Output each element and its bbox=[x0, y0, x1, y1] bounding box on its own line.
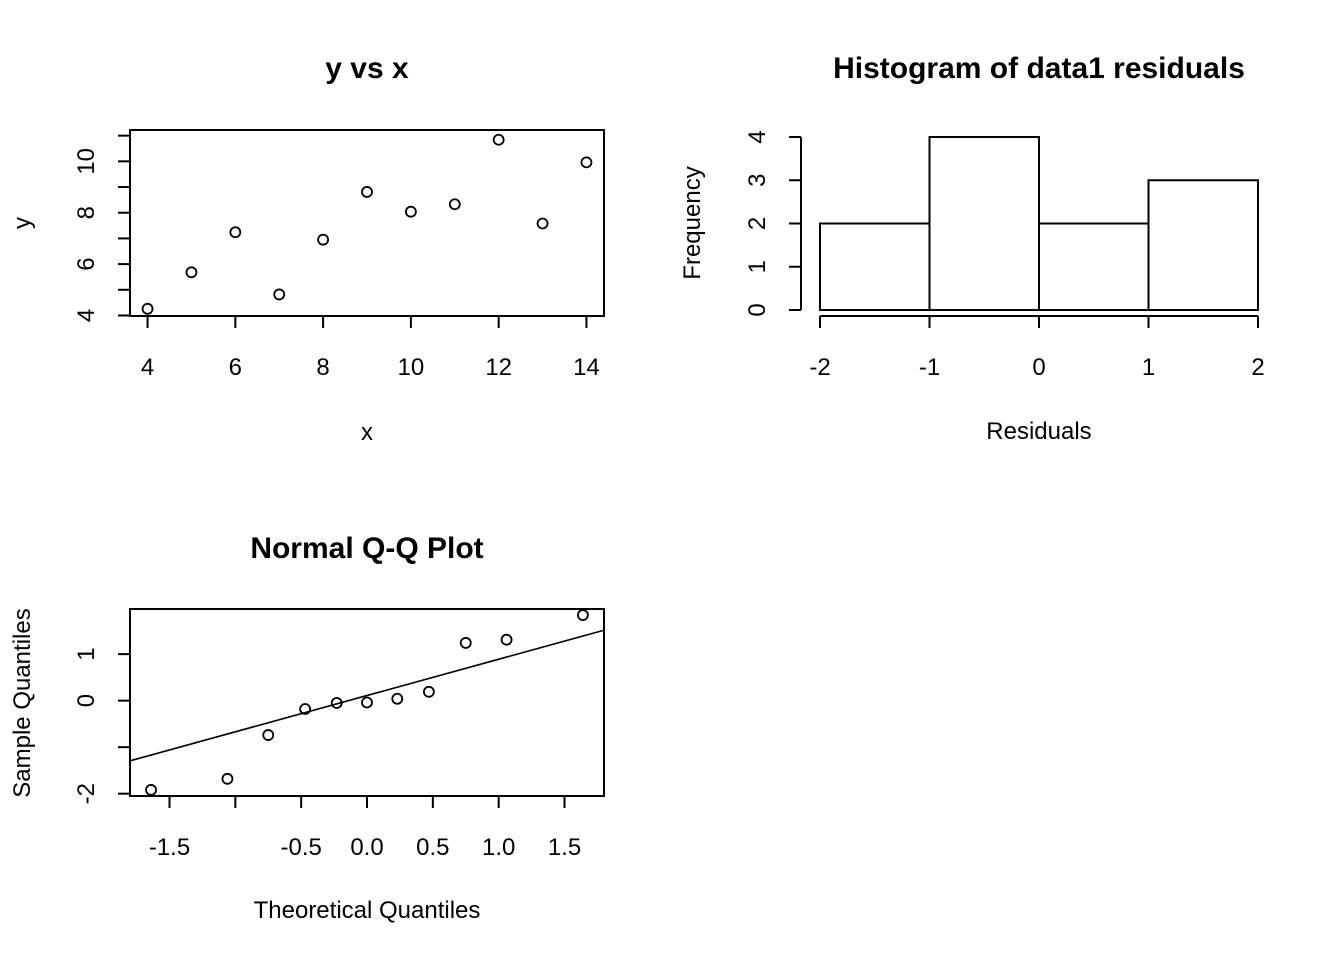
histogram-y-tick-label: 0 bbox=[744, 303, 771, 316]
histogram-y-label: Frequency bbox=[679, 166, 706, 279]
scatter-point bbox=[185, 266, 198, 279]
scatter-point bbox=[404, 205, 417, 218]
histogram-x-axis: -2 -1 0 1 2 bbox=[809, 315, 1265, 381]
histogram-y-tick-label: 3 bbox=[744, 174, 771, 187]
qq-y-tick-label: 1 bbox=[73, 647, 100, 660]
histogram-panel: Histogram of data1 residuals -2 -1 0 1 2 0 1 2… bbox=[679, 52, 1265, 445]
scatter-panel: y vs x 4 6 8 10 12 14 4 6 8 10 x y bbox=[9, 52, 605, 446]
scatter-y-tick-label: 8 bbox=[73, 206, 100, 219]
scatter-point bbox=[273, 288, 286, 301]
scatter-point bbox=[229, 226, 242, 239]
histogram-bar bbox=[1147, 179, 1259, 311]
qq-x-label: Theoretical Quantiles bbox=[254, 897, 481, 924]
scatter-x-tick-label: 4 bbox=[141, 354, 154, 381]
scatter-y-label: y bbox=[9, 217, 36, 229]
scatter-title: y vs x bbox=[325, 52, 409, 85]
histogram-bars bbox=[819, 136, 1259, 311]
histogram-y-tick-label: 1 bbox=[744, 260, 771, 273]
histogram-bar bbox=[819, 222, 931, 311]
scatter-y-tick-label: 6 bbox=[73, 257, 100, 270]
qq-point bbox=[422, 685, 435, 698]
qq-point bbox=[577, 609, 589, 621]
histogram-bar bbox=[1038, 222, 1150, 311]
qq-panel: Normal Q-Q Plot -1.5 -0.5 0.0 0.5 1.0 1.5 -2 0… bbox=[9, 532, 605, 924]
histogram-x-tick-label: -2 bbox=[809, 354, 830, 381]
qq-y-axis: -2 0 1 bbox=[73, 647, 130, 804]
qq-y-tick-label: -2 bbox=[73, 783, 100, 804]
qq-y-label: Sample Quantiles bbox=[9, 608, 36, 797]
scatter-x-tick-label: 14 bbox=[573, 354, 600, 381]
qq-points bbox=[145, 609, 589, 796]
histogram-x-tick-label: -1 bbox=[919, 354, 940, 381]
scatter-x-tick-label: 6 bbox=[229, 354, 242, 381]
qq-x-tick-label: 0.5 bbox=[416, 834, 449, 861]
qq-point bbox=[299, 703, 312, 715]
histogram-x-tick-label: 1 bbox=[1142, 354, 1155, 381]
scatter-y-tick-label: 10 bbox=[73, 148, 100, 175]
scatter-point bbox=[141, 302, 154, 315]
qq-point bbox=[391, 692, 404, 705]
histogram-y-tick-label: 2 bbox=[744, 217, 771, 230]
qq-point bbox=[262, 729, 275, 741]
histogram-x-label: Residuals bbox=[986, 418, 1091, 445]
histogram-bar bbox=[928, 136, 1040, 311]
scatter-points bbox=[141, 133, 593, 315]
qq-x-tick-label: -0.5 bbox=[280, 834, 321, 861]
qq-y-tick-label: 0 bbox=[73, 694, 100, 707]
qq-reference-line bbox=[130, 629, 604, 762]
scatter-point bbox=[536, 217, 549, 230]
scatter-y-tick-label: 4 bbox=[73, 309, 100, 322]
scatter-point bbox=[448, 198, 461, 211]
qq-x-tick-label: -1.5 bbox=[149, 834, 190, 861]
histogram-x-tick-label: 0 bbox=[1032, 354, 1045, 381]
qq-x-axis: -1.5 -0.5 0.0 0.5 1.0 1.5 bbox=[149, 796, 581, 861]
qq-point bbox=[145, 784, 157, 796]
histogram-x-tick-label: 2 bbox=[1251, 354, 1264, 381]
scatter-x-tick-label: 8 bbox=[316, 354, 329, 381]
qq-point bbox=[500, 633, 513, 646]
qq-point bbox=[459, 637, 472, 649]
scatter-plot-box bbox=[129, 129, 605, 317]
qq-point bbox=[330, 697, 343, 709]
scatter-y-axis: 4 6 8 10 bbox=[73, 134, 130, 322]
scatter-point bbox=[317, 233, 330, 246]
scatter-point bbox=[361, 186, 373, 198]
scatter-x-tick-label: 10 bbox=[398, 354, 425, 381]
histogram-y-tick-label: 4 bbox=[744, 130, 771, 143]
scatter-point bbox=[492, 133, 505, 146]
qq-x-tick-label: 1.5 bbox=[548, 834, 581, 861]
qq-title: Normal Q-Q Plot bbox=[250, 532, 483, 565]
qq-x-tick-label: 1.0 bbox=[482, 834, 515, 861]
qq-point bbox=[361, 696, 373, 709]
histogram-y-axis: 0 1 2 3 4 bbox=[744, 130, 802, 317]
qq-x-tick-label: 0.0 bbox=[350, 834, 383, 861]
scatter-point bbox=[580, 156, 593, 169]
qq-plot-box bbox=[129, 608, 605, 797]
histogram-title: Histogram of data1 residuals bbox=[833, 52, 1245, 85]
scatter-x-tick-label: 12 bbox=[485, 354, 512, 381]
qq-point bbox=[221, 772, 234, 785]
scatter-x-axis: 4 6 8 10 12 14 bbox=[141, 316, 600, 381]
scatter-x-label: x bbox=[361, 419, 373, 446]
